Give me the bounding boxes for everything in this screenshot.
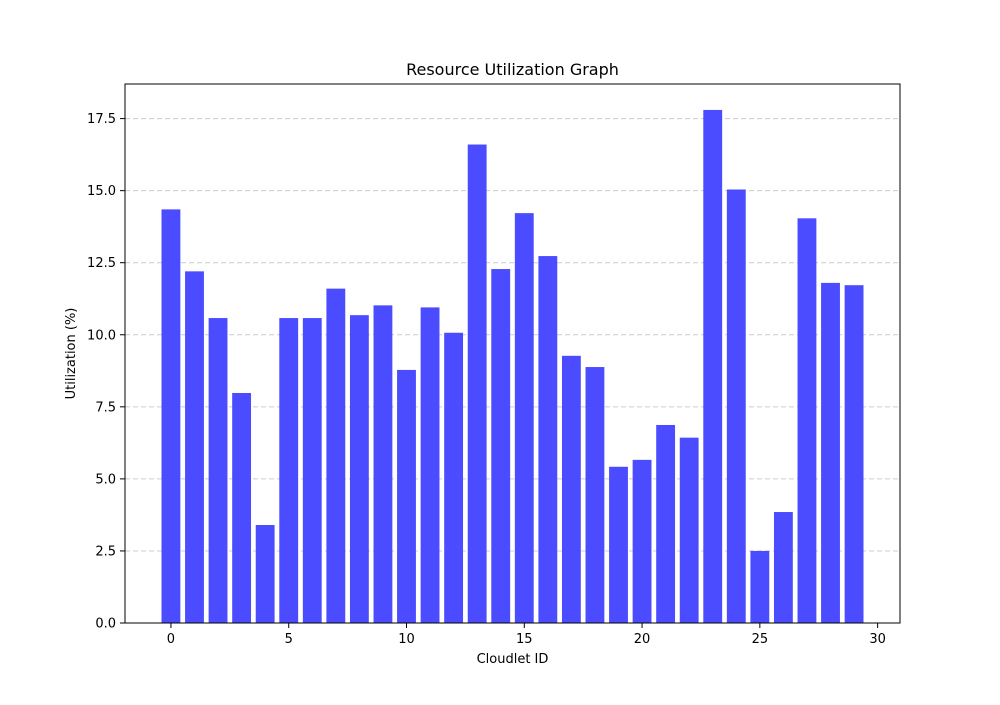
y-axis-label: Utilization (%) (64, 308, 79, 400)
x-tick-label: 25 (752, 632, 769, 647)
bar-cloudlet-16 (538, 256, 558, 623)
bar-cloudlet-28 (821, 282, 840, 623)
bar-cloudlet-15 (514, 213, 534, 624)
bar-cloudlet-11 (420, 307, 440, 623)
bar-cloudlet-9 (373, 305, 393, 623)
bar-cloudlet-2 (208, 318, 228, 623)
bar-cloudlet-10 (397, 369, 416, 623)
bar-cloudlet-21 (656, 424, 676, 623)
x-tick-label: 5 (285, 632, 293, 647)
grid-lines (125, 118, 900, 552)
bar-cloudlet-8 (349, 315, 369, 623)
y-tick-label: 7.5 (95, 400, 116, 415)
bar-cloudlet-0 (161, 209, 181, 623)
bar-cloudlet-23 (703, 109, 723, 624)
bar-cloudlet-12 (444, 332, 464, 623)
bar-cloudlet-6 (302, 318, 322, 623)
y-tick-label: 12.5 (87, 256, 116, 271)
bars (161, 109, 864, 624)
bar-cloudlet-24 (726, 189, 746, 623)
y-tick-label: 2.5 (95, 544, 116, 559)
bar-cloudlet-7 (326, 288, 346, 623)
bar-cloudlet-27 (797, 218, 817, 624)
x-axis-label: Cloudlet ID (477, 652, 549, 667)
x-tick-label: 10 (398, 632, 415, 647)
bar-cloudlet-17 (561, 355, 581, 623)
bar-cloudlet-22 (679, 437, 699, 623)
x-tick-label: 15 (516, 632, 533, 647)
bar-cloudlet-25 (750, 550, 770, 623)
y-tick-label: 5.0 (95, 472, 116, 487)
plot-frame (124, 83, 901, 624)
bar-cloudlet-3 (232, 392, 252, 623)
y-axis-ticks: 0.0 2.5 5.0 7.5 10.0 12.5 15.0 17.5 (87, 112, 125, 632)
bar-cloudlet-1 (185, 271, 204, 623)
bar-cloudlet-14 (491, 269, 511, 623)
bar-cloudlet-18 (585, 367, 605, 623)
y-tick-label: 10.0 (87, 328, 116, 343)
bar-cloudlet-19 (609, 466, 628, 623)
y-tick-label: 0.0 (95, 617, 116, 632)
y-tick-label: 15.0 (87, 184, 116, 199)
bar-cloudlet-26 (773, 512, 793, 623)
bar-cloudlet-29 (844, 285, 864, 623)
chart-title: Resource Utilization Graph (406, 60, 619, 79)
bar-cloudlet-20 (632, 459, 652, 623)
bar-cloudlet-5 (279, 318, 299, 623)
x-tick-label: 20 (634, 632, 651, 647)
bar-cloudlet-4 (255, 525, 275, 623)
x-tick-label: 0 (167, 632, 175, 647)
y-tick-label: 17.5 (87, 112, 116, 127)
x-tick-label: 30 (869, 632, 886, 647)
x-axis-ticks: 0 5 10 15 20 25 30 (167, 623, 886, 647)
bar-cloudlet-13 (467, 144, 487, 623)
